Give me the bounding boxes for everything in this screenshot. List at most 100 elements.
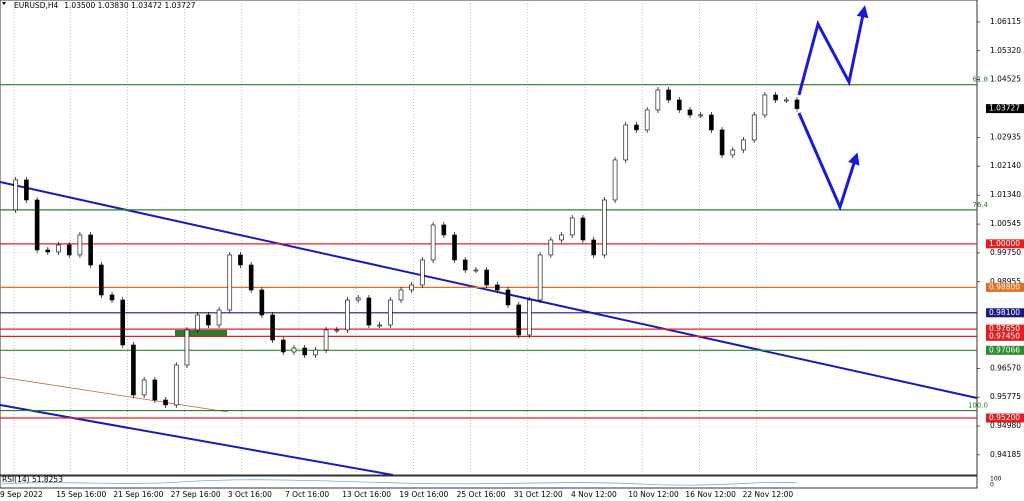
candle-body: [580, 217, 586, 241]
candle-body: [13, 179, 19, 211]
candle-body: [302, 347, 307, 356]
y-tick-label: 1.02935: [990, 132, 1021, 141]
current-price-box: [986, 104, 1024, 114]
candle-body: [334, 329, 340, 332]
fib-label: 61.8: [972, 76, 988, 84]
candle-body: [141, 379, 147, 396]
candle-body: [88, 234, 93, 266]
y-tick-label: 0.98955: [990, 277, 1021, 286]
candle-body: [591, 239, 596, 256]
candle-body: [216, 309, 222, 326]
candle-body: [377, 324, 382, 327]
candle-body: [120, 299, 126, 346]
x-tick-label: 27 Sep 16:00: [171, 490, 221, 499]
candle-body: [430, 224, 436, 261]
level-price: 1.00000: [989, 239, 1020, 248]
candle-body: [163, 399, 168, 406]
level-price: 0.97066: [989, 345, 1020, 354]
candle-body: [291, 347, 297, 353]
candle-body: [634, 124, 639, 131]
candle-body: [623, 124, 629, 161]
candle-body: [495, 284, 500, 291]
candle-body: [323, 329, 329, 351]
level-price-box: [986, 308, 1024, 318]
candle-body: [345, 299, 350, 331]
y-tick-label: 1.05320: [990, 46, 1021, 55]
candle-body: [709, 114, 714, 131]
rsi-label: RSI(14) 51.8253: [2, 475, 63, 484]
candle-body: [762, 94, 768, 116]
candle-body: [195, 314, 200, 331]
level-price-box: [986, 282, 1024, 292]
candle-body: [559, 234, 564, 241]
x-tick-label: 7 Oct 16:00: [285, 490, 329, 499]
y-tick-label: 0.94980: [990, 421, 1021, 430]
y-tick-label: 1.06115: [990, 17, 1021, 26]
candle-body: [280, 339, 286, 353]
x-tick-label: 16 Nov 12:00: [685, 490, 736, 499]
level-price: 0.97650: [989, 324, 1020, 333]
x-tick-label: 3 Oct 16:00: [228, 490, 272, 499]
candle-body: [644, 109, 650, 131]
candle-body: [484, 269, 489, 286]
level-price: 0.98100: [989, 308, 1020, 317]
trend-line: [0, 404, 394, 476]
x-tick-label: 15 Sep 16:00: [56, 490, 106, 499]
candle-body: [741, 139, 746, 151]
y-tick-label: 0.94185: [990, 450, 1021, 459]
candle-body: [366, 297, 372, 326]
candle-body: [270, 314, 275, 341]
y-tick-label: 0.96570: [990, 363, 1021, 372]
candle-body: [452, 234, 457, 261]
candle-body: [655, 89, 661, 111]
candle-body: [676, 99, 682, 111]
candle-body: [773, 94, 778, 101]
plot-area: [0, 0, 978, 476]
candle-body: [602, 199, 607, 256]
trend-line: [0, 376, 229, 413]
rsi-scale: 100: [990, 476, 1002, 483]
candle-body: [569, 217, 575, 236]
x-tick-label: 22 Nov 12:00: [743, 490, 794, 499]
candle-body: [184, 329, 190, 366]
zone: [175, 330, 227, 337]
candle-body: [783, 99, 789, 102]
candle-body: [719, 129, 725, 156]
candle-body: [313, 349, 318, 356]
level-price-box: [986, 345, 1024, 355]
fib-label: 76.4: [972, 201, 988, 209]
level-price: 0.98800: [989, 282, 1020, 291]
candle-body: [387, 299, 393, 326]
candle-body: [462, 259, 468, 271]
y-tick-label: 1.00545: [990, 219, 1021, 228]
candle-body: [77, 234, 83, 256]
candle-body: [24, 179, 29, 201]
x-tick-label: 4 Nov 12:00: [571, 490, 617, 499]
candle-body: [612, 159, 618, 201]
level-price-box: [986, 324, 1024, 334]
level-price: 0.95200: [989, 413, 1020, 422]
candle-body: [698, 114, 703, 117]
level-price-box: [986, 331, 1024, 341]
candle-body: [131, 344, 136, 396]
level-price-box: [986, 413, 1024, 423]
candle-body: [248, 264, 254, 291]
candle-body: [548, 239, 554, 256]
x-tick-label: 10 Nov 12:00: [628, 490, 679, 499]
header: EURUSD,H4 1.03500 1.03830 1.03472 1.03727: [14, 1, 196, 10]
candle-body: [441, 224, 447, 236]
candle-body: [66, 244, 72, 256]
candle-body: [516, 304, 522, 336]
candle-body: [173, 364, 179, 406]
level-price: 0.97450: [989, 331, 1020, 340]
y-tick-label: 1.04525: [990, 75, 1021, 84]
candle-body: [751, 114, 757, 141]
y-tick-label: 0.95775: [990, 392, 1021, 401]
forecast-arrow: [797, 112, 860, 212]
candle-body: [420, 259, 425, 286]
candle-body: [687, 109, 693, 116]
candle-body: [398, 289, 404, 301]
candle-body: [206, 314, 211, 326]
candle-body: [505, 289, 511, 306]
candle-body: [34, 199, 40, 251]
